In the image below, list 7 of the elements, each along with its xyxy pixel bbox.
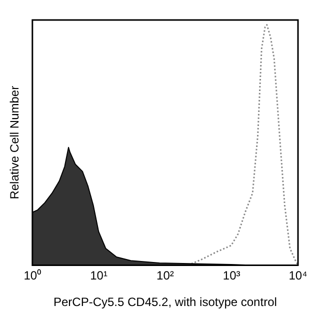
x-tick-label: 10¹ <box>90 268 108 283</box>
x-tick-label: 10⁴ <box>288 268 308 283</box>
x-tick-label: 10² <box>156 268 174 283</box>
x-axis-title: PerCP-Cy5.5 CD45.2, with isotype control <box>53 295 277 310</box>
x-tick-label: 10³ <box>222 268 240 283</box>
x-tick-label: 10⁰ <box>24 268 42 283</box>
y-axis-title: Relative Cell Number <box>8 86 22 200</box>
